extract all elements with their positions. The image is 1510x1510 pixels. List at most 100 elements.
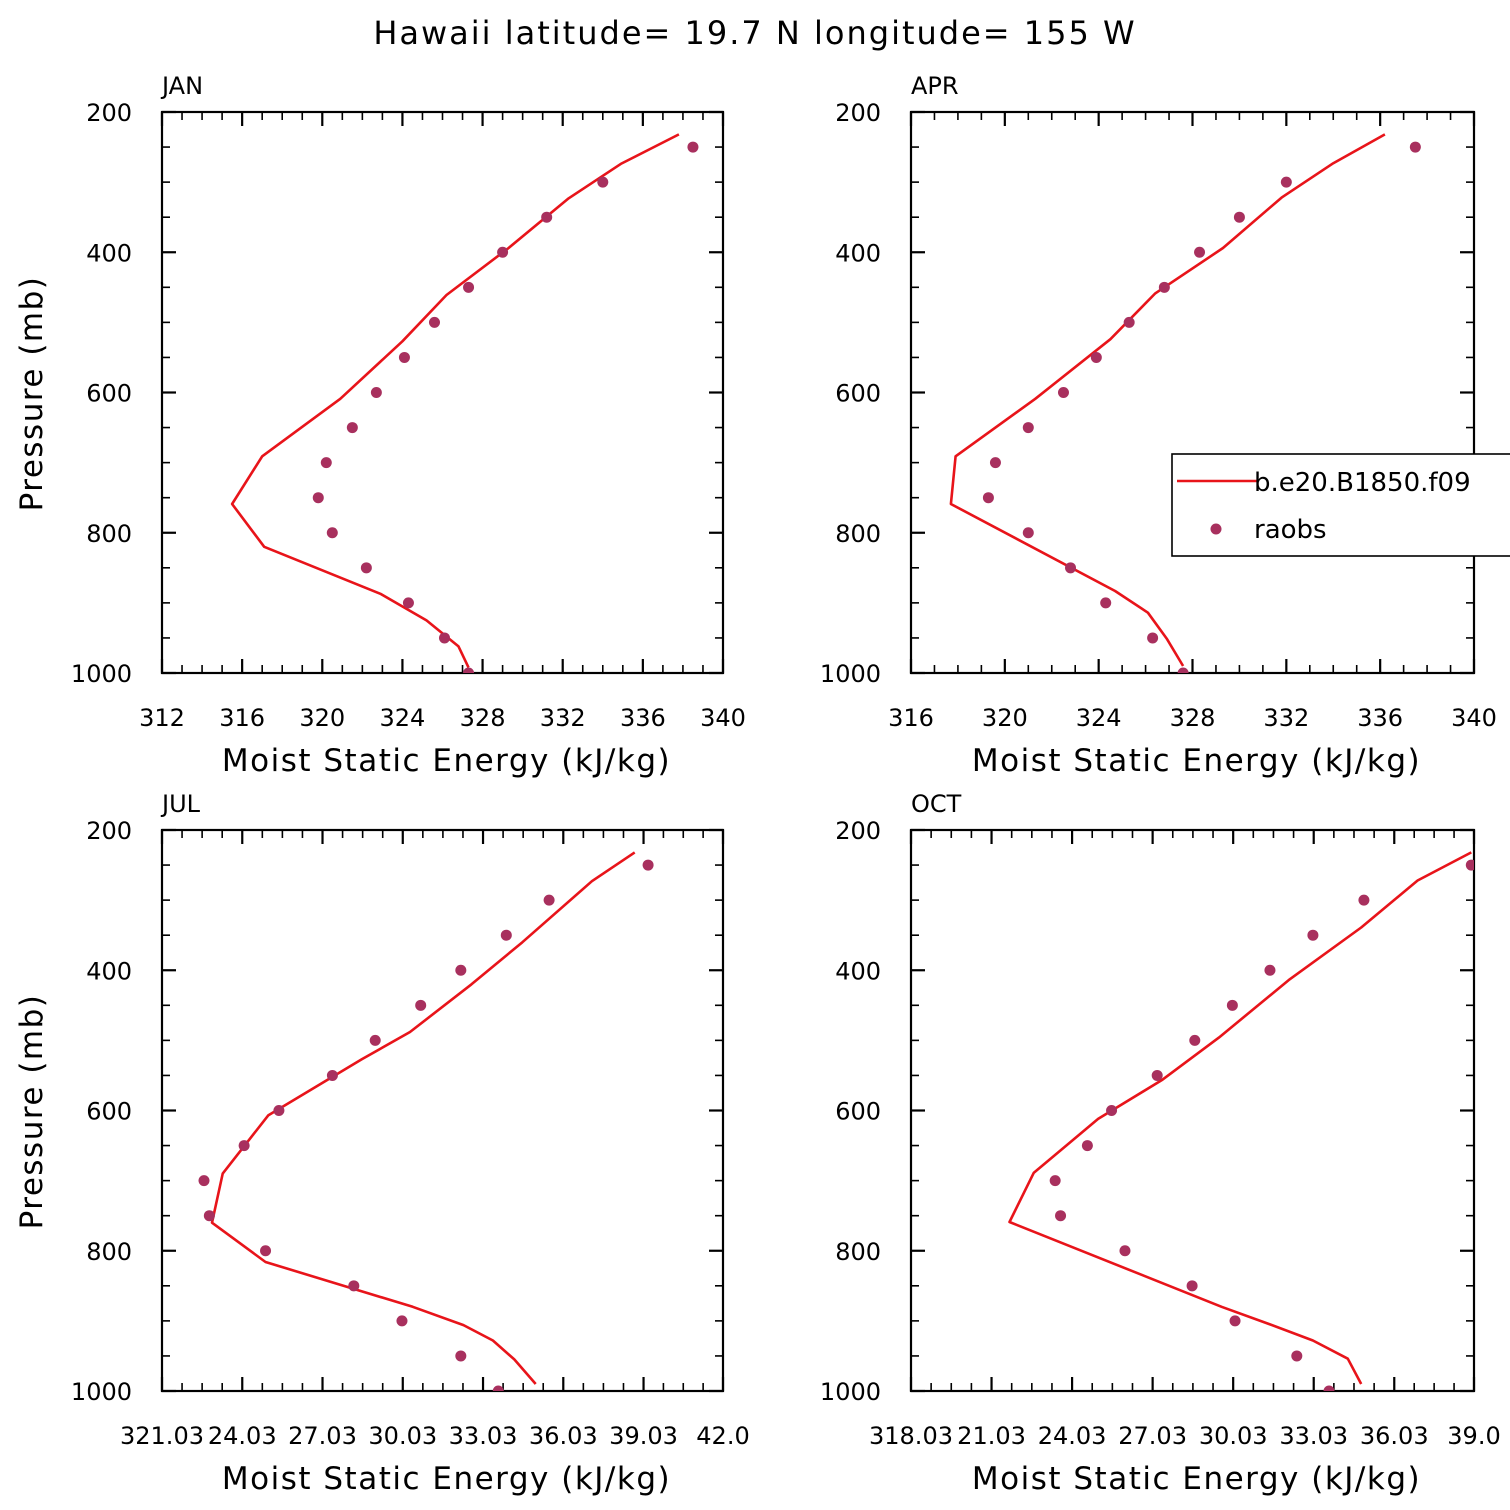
raobs-point — [1065, 562, 1077, 574]
raobs-point — [1358, 894, 1370, 906]
raobs-point — [1151, 1069, 1163, 1081]
y-tick-label: 200 — [835, 817, 881, 845]
x-tick-label: 328 — [1170, 704, 1216, 732]
raobs-point — [238, 1140, 250, 1152]
raobs-point — [1049, 1175, 1061, 1187]
raobs-point — [346, 422, 358, 434]
y-tick-label: 400 — [86, 239, 132, 267]
raobs-point — [1465, 859, 1474, 871]
x-tick-label: 24.03 — [1038, 1422, 1107, 1450]
y-tick-label: 200 — [835, 99, 881, 127]
x-tick-label: 27.03 — [288, 1422, 357, 1450]
y-tick-label: 1000 — [820, 660, 881, 688]
plot-frame — [909, 828, 1476, 1393]
raobs-point — [1323, 1385, 1335, 1391]
panel-label: JAN — [160, 72, 203, 100]
x-tick-label: 320 — [299, 704, 345, 732]
x-tick-label: 24.03 — [208, 1422, 277, 1450]
raobs-point — [312, 492, 324, 504]
raobs-point — [1022, 422, 1034, 434]
plot-frame — [909, 110, 1476, 675]
raobs-point — [1055, 1210, 1067, 1222]
x-tick-label: 316 — [219, 704, 265, 732]
y-tick-label: 800 — [86, 1238, 132, 1266]
y-tick-label: 600 — [835, 380, 881, 408]
raobs-point — [320, 457, 332, 469]
raobs-point — [398, 351, 410, 363]
panel-label: APR — [911, 72, 959, 100]
panel-label: OCT — [911, 790, 962, 818]
raobs-point — [1189, 1034, 1201, 1046]
legend-box — [1171, 453, 1510, 557]
series-line-model — [210, 851, 636, 1385]
raobs-point — [369, 1034, 381, 1046]
raobs-point — [198, 1175, 210, 1187]
y-tick-label: 600 — [86, 1098, 132, 1126]
raobs-point — [543, 894, 555, 906]
plot-area — [949, 133, 1421, 673]
figure-title: Hawaii latitude= 19.7 N longitude= 155 W — [373, 14, 1136, 52]
x-tick-label: 36.03 — [1360, 1422, 1429, 1450]
raobs-point — [402, 597, 414, 609]
raobs-point — [1147, 632, 1159, 644]
x-tick-label: 21.03 — [957, 1422, 1026, 1450]
series-line-model — [230, 133, 680, 668]
raobs-point — [1119, 1245, 1131, 1257]
raobs-point — [1081, 1140, 1093, 1152]
raobs-point — [492, 1385, 504, 1391]
x-tick-label: 340 — [1451, 704, 1497, 732]
raobs-point — [1233, 211, 1245, 223]
raobs-point — [1100, 597, 1112, 609]
raobs-point — [463, 667, 475, 673]
x-axis-label: Moist Static Energy (kJ/kg) — [972, 743, 1421, 779]
panel-jul: JUL 200 400 600 800 1000 321.03 24.03 27.03 30.03… — [14, 790, 750, 1497]
series-line-model — [1008, 851, 1472, 1385]
plot-frame — [160, 828, 725, 1393]
raobs-point — [455, 964, 467, 976]
y-tick-label: 1000 — [71, 1378, 132, 1406]
x-tick-label: 332 — [1263, 704, 1309, 732]
raobs-point — [1158, 281, 1170, 293]
raobs-point — [273, 1105, 285, 1116]
raobs-point — [428, 316, 440, 328]
x-tick-label: 340 — [700, 704, 746, 732]
y-tick-label: 800 — [86, 520, 132, 548]
raobs-point — [415, 999, 427, 1011]
x-tick-label: 30.03 — [368, 1422, 437, 1450]
raobs-point — [463, 281, 475, 293]
raobs-point — [1090, 351, 1102, 363]
raobs-point — [687, 141, 699, 153]
x-tick-label: 336 — [620, 704, 666, 732]
raobs-point — [982, 492, 994, 504]
raobs-point — [1264, 964, 1276, 976]
y-tick-label: 600 — [835, 1098, 881, 1126]
y-axis-label: Pressure (mb) — [14, 276, 50, 512]
plot-area — [198, 851, 654, 1391]
x-tick-label: 33.03 — [1279, 1422, 1348, 1450]
x-tick-label: 312 — [139, 704, 185, 732]
series-line-model — [949, 133, 1386, 667]
legend-label-model: b.e20.B1850.f09 — [1254, 468, 1471, 498]
raobs-point — [455, 1350, 467, 1362]
y-tick-label: 200 — [86, 817, 132, 845]
x-tick-label: 39.0 — [1447, 1422, 1500, 1450]
raobs-point — [642, 859, 654, 871]
plot-area — [1008, 851, 1474, 1391]
raobs-point — [326, 527, 338, 539]
raobs-point — [1229, 1315, 1241, 1327]
plot-frame — [160, 110, 725, 675]
x-tick-label: 42.0 — [696, 1422, 749, 1450]
panel-label: JUL — [160, 790, 201, 818]
raobs-point — [1106, 1105, 1118, 1116]
raobs-point — [1194, 246, 1206, 258]
x-axis-label: Moist Static Energy (kJ/kg) — [222, 743, 671, 779]
x-axis-label: Moist Static Energy (kJ/kg) — [972, 1461, 1421, 1497]
raobs-point — [1409, 141, 1421, 153]
y-tick-label: 400 — [835, 957, 881, 985]
raobs-point — [326, 1069, 338, 1081]
raobs-point — [348, 1280, 360, 1292]
legend-marker-swatch — [1210, 523, 1222, 535]
raobs-point — [1291, 1350, 1303, 1362]
